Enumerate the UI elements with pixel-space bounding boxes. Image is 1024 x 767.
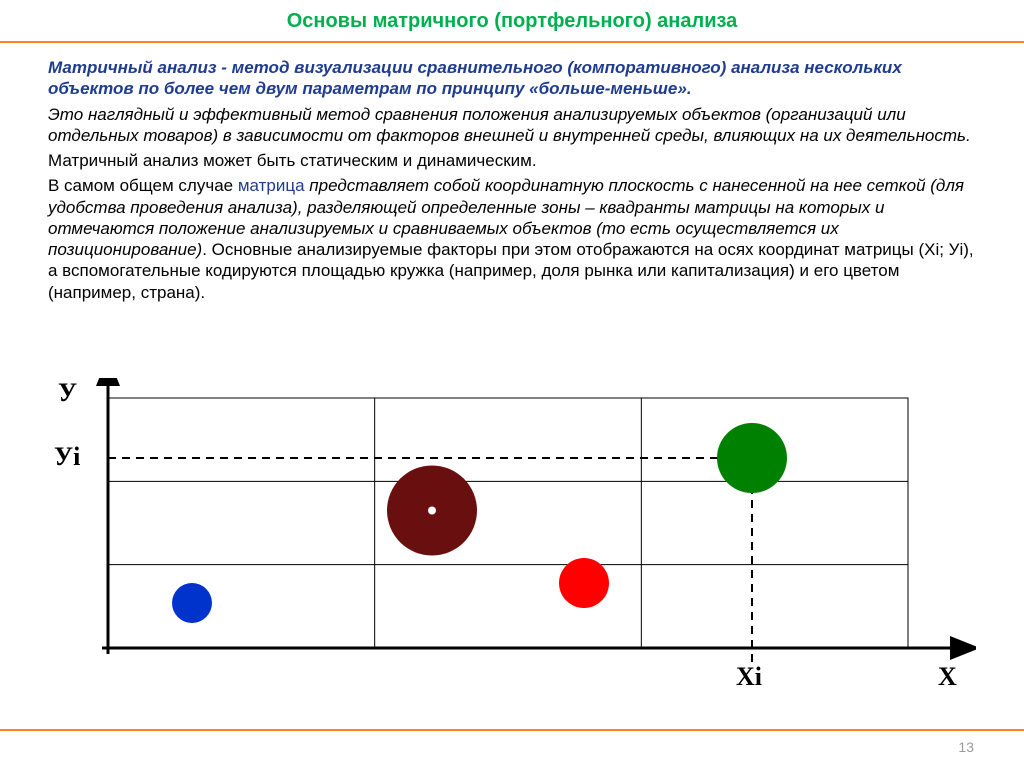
- chart-svg: [48, 378, 976, 718]
- matrix-chart: У Уi Хi Х: [48, 378, 976, 718]
- lead-paragraph: Матричный анализ - метод визуализации ср…: [48, 57, 976, 100]
- page-number: 13: [958, 739, 974, 755]
- paragraph-2: Это наглядный и эффективный метод сравне…: [48, 104, 976, 147]
- matrix-word: матрица: [238, 176, 305, 195]
- yi-label: Уi: [54, 442, 80, 472]
- xi-label: Хi: [736, 662, 762, 692]
- y-axis-label: У: [58, 378, 77, 408]
- content-area: Матричный анализ - метод визуализации ср…: [0, 43, 1024, 303]
- paragraph-3: Матричный анализ может быть статическим …: [48, 150, 976, 171]
- page-title: Основы матричного (портфельного) анализа: [287, 10, 738, 32]
- bottom-rule: [0, 729, 1024, 731]
- x-axis-label: Х: [938, 662, 957, 692]
- paragraph-4: В самом общем случае матрица представляе…: [48, 175, 976, 303]
- p4-prefix: В самом общем случае: [48, 176, 238, 195]
